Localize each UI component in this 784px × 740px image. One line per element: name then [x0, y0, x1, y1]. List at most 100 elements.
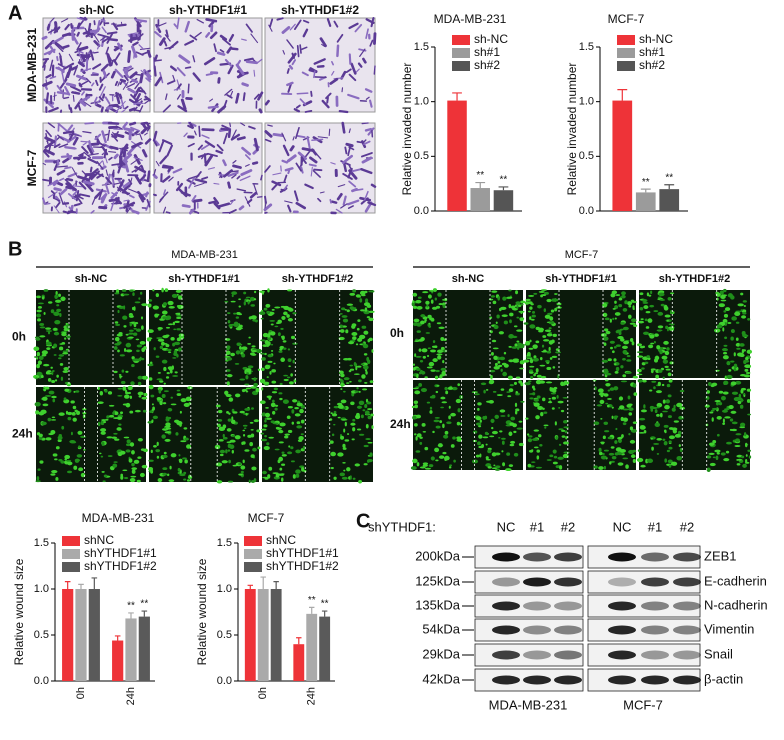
cell [251, 466, 257, 471]
cell [141, 149, 148, 158]
cell [152, 415, 159, 420]
cell [247, 343, 252, 345]
cell [473, 393, 480, 396]
cell [292, 399, 298, 403]
cell [47, 377, 52, 382]
cell [603, 465, 607, 470]
cell [55, 446, 60, 450]
cell [115, 197, 123, 205]
cell [435, 369, 440, 373]
cell [113, 432, 118, 435]
cell [287, 348, 291, 351]
cell [52, 36, 64, 45]
cell [191, 195, 197, 202]
cell [240, 470, 244, 474]
cell [68, 104, 71, 110]
cell [516, 346, 520, 350]
cell [659, 350, 663, 355]
cell [231, 449, 234, 454]
cell [558, 443, 562, 446]
legend-label: sh-NC [474, 32, 508, 46]
cell [366, 401, 372, 405]
cell [607, 389, 611, 392]
cell [56, 165, 68, 168]
microscopy-image [264, 16, 377, 114]
cell [744, 442, 748, 448]
cell [260, 339, 266, 342]
cell [270, 331, 276, 336]
cell [662, 359, 669, 364]
cell [233, 322, 240, 328]
cell [621, 291, 626, 296]
cell [246, 198, 253, 204]
cell [117, 387, 123, 390]
cell [55, 290, 58, 296]
cell [630, 318, 637, 323]
cell [531, 314, 536, 318]
cell [424, 446, 429, 451]
cell [662, 376, 665, 379]
cell [241, 82, 249, 87]
cell [709, 462, 716, 467]
cell [714, 328, 721, 333]
cell [136, 479, 141, 483]
cell [664, 314, 671, 318]
error-bar [321, 610, 328, 617]
cell [368, 290, 373, 293]
cell [43, 363, 50, 367]
cell [123, 199, 130, 202]
cell [366, 459, 370, 463]
cell [452, 436, 456, 440]
cell [131, 129, 140, 137]
cell [540, 411, 544, 417]
cell [126, 439, 131, 444]
cell [710, 409, 715, 412]
cell [286, 154, 297, 163]
cell [169, 65, 177, 72]
cell [248, 336, 251, 339]
cell [123, 477, 129, 480]
cell [78, 181, 87, 190]
cell [477, 441, 481, 446]
cell [228, 324, 233, 328]
cell [148, 377, 153, 381]
cell [528, 295, 535, 297]
cell [358, 400, 365, 406]
cell [70, 400, 75, 404]
cell [655, 374, 660, 379]
band [523, 675, 551, 685]
cell [743, 359, 750, 363]
cell [432, 430, 435, 434]
cell [610, 293, 616, 298]
cell [350, 401, 355, 406]
cell [640, 318, 644, 321]
cell [231, 174, 237, 179]
row-label: MCF-7 [25, 149, 39, 186]
x-tick-label: 0h [75, 687, 87, 699]
cell [365, 28, 369, 40]
cell [127, 87, 137, 95]
cell [449, 464, 453, 467]
cell [510, 305, 516, 309]
blot-box [474, 643, 584, 667]
cell [99, 390, 104, 396]
cell [442, 304, 446, 309]
cell [283, 378, 289, 382]
cell [450, 412, 456, 417]
cell [184, 459, 188, 464]
cell [172, 342, 176, 347]
cell [650, 290, 653, 295]
cell [64, 388, 70, 392]
cell [140, 357, 145, 361]
cell [508, 359, 514, 363]
cell [250, 304, 256, 307]
cell [120, 475, 124, 480]
cell [440, 396, 446, 400]
cell-label: MDA-MB-231 [489, 697, 568, 712]
cell [614, 300, 617, 304]
cell [337, 416, 341, 419]
cell [98, 205, 108, 210]
band [673, 552, 701, 562]
cell [665, 399, 671, 404]
